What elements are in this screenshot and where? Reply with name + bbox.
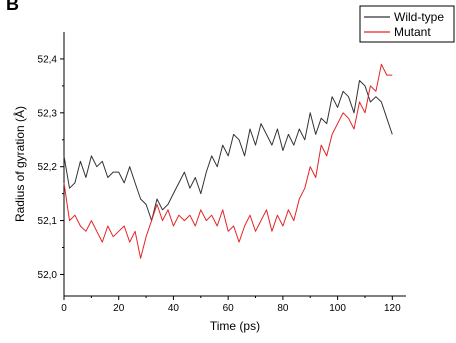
legend-label: Mutant [394,25,431,39]
tick-marks [60,58,393,300]
series-line-mutant [63,63,393,259]
panel-label: B [6,0,19,14]
x-tick-label: 120 [384,303,401,314]
y-tick-label: 52,1 [38,216,58,227]
x-tick-label: 40 [168,303,180,314]
x-tick-label: 80 [277,303,289,314]
y-tick-label: 52,2 [38,162,58,173]
y-tick-label: 52,3 [38,108,58,119]
legend-label: Wild-type [394,10,444,24]
tick-labels: 0 20 40 60 80 100 120 52,0 52,1 52,2 52,3 52,4 [38,54,402,314]
series-lines [63,63,393,259]
series-line-wild-type [63,80,393,222]
legend-box [359,5,455,43]
y-axis-title: Radius of gyration (Å) [12,106,27,222]
x-tick-label: 20 [113,303,125,314]
x-axis-title: Time (ps) [210,319,260,333]
axes-frame [63,32,406,297]
y-tick-label: 52,4 [38,54,58,65]
y-tick-label: 52,0 [38,270,58,281]
x-tick-label: 60 [223,303,235,314]
x-tick-label: 100 [329,303,346,314]
x-tick-label: 0 [61,303,67,314]
